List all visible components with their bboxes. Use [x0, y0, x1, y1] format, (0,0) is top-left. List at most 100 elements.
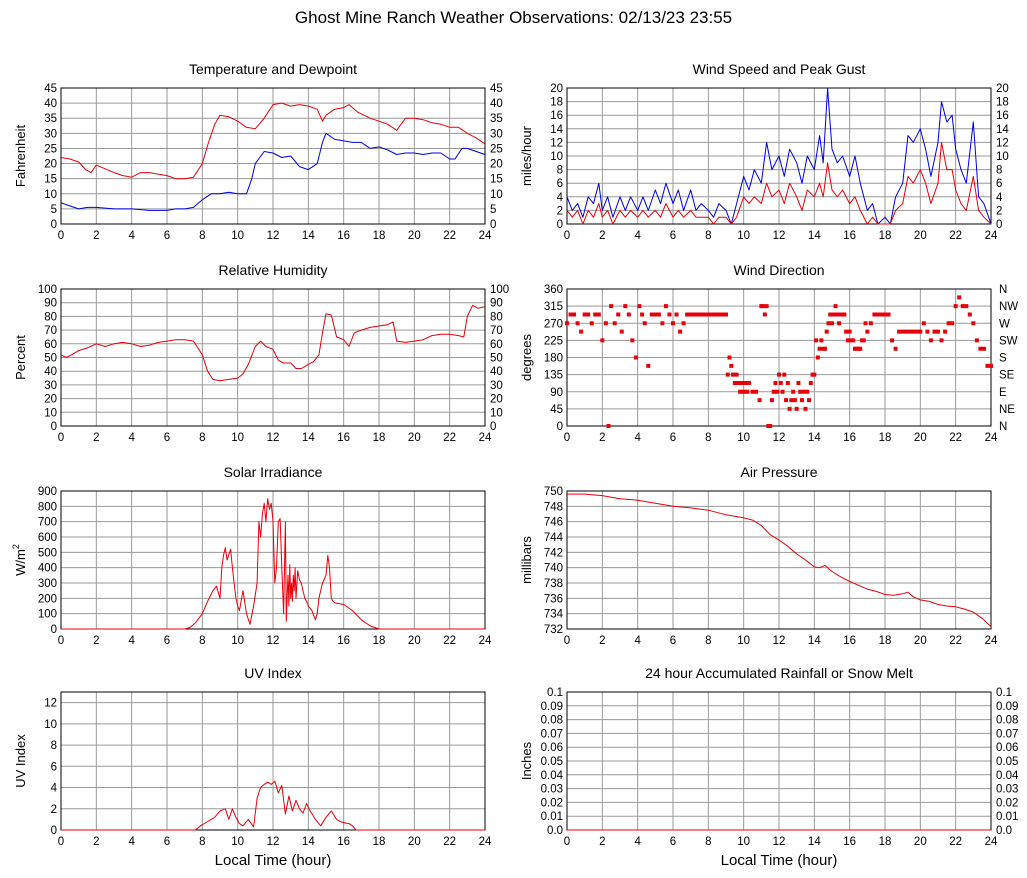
- winddir-xtick-label: 6: [670, 432, 676, 444]
- temperature-ytick-label-right: 20: [490, 159, 503, 171]
- solar-ytick-label: 700: [38, 517, 57, 529]
- winddir-point: [936, 329, 940, 334]
- humidity-ytick-label: 20: [44, 394, 57, 406]
- solar-xtick-label: 24: [479, 635, 492, 647]
- wind-ytick-label-right: 14: [996, 124, 1009, 136]
- temperature-ytick-label-right: 0: [490, 219, 496, 231]
- winddir-point: [739, 380, 744, 385]
- humidity-xtick-label: 20: [408, 432, 421, 444]
- winddir-xtick-label: 10: [737, 432, 750, 444]
- temperature-ytick-label: 5: [51, 204, 57, 216]
- winddir-point: [724, 312, 728, 317]
- solar-xtick-label: 12: [267, 635, 280, 647]
- winddir-point: [971, 321, 976, 326]
- winddir-point: [612, 321, 617, 326]
- rain-xtick-label: 10: [737, 836, 750, 848]
- rain-ytick-label-right: 0.1: [996, 687, 1012, 699]
- solar-ylabel: W/m2: [11, 544, 28, 576]
- temperature-ytick-label: 30: [44, 128, 57, 140]
- humidity-xtick-label: 6: [164, 432, 170, 444]
- winddir-point: [754, 389, 759, 394]
- rain-ytick-label-right: 0.04: [996, 770, 1019, 782]
- temperature-title: Temperature and Dewpoint: [189, 61, 357, 77]
- wind-xtick-label: 24: [985, 230, 998, 242]
- winddir-direction-label: N: [999, 284, 1007, 296]
- wind-series-line-2: [566, 141, 992, 225]
- rain-xlabel: Local Time (hour): [721, 852, 838, 869]
- wind-ytick-label: 10: [550, 151, 563, 163]
- winddir-point: [989, 363, 993, 368]
- solar-title: Solar Irradiance: [224, 464, 323, 480]
- winddir-xtick-label: 20: [914, 432, 927, 444]
- rain-chart: 24 hour Accumulated Rainfall or Snow Mel…: [519, 665, 1019, 848]
- winddir-point: [660, 321, 665, 326]
- wind-xtick-label: 8: [705, 230, 711, 242]
- uv-xtick-label: 20: [408, 836, 421, 848]
- rain-xtick-label: 20: [914, 836, 927, 848]
- uv-ytick-label: 6: [51, 761, 57, 773]
- pressure-xtick-label: 8: [705, 635, 711, 647]
- winddir-point: [596, 312, 601, 317]
- humidity-xtick-label: 4: [128, 432, 135, 444]
- pressure-ytick-label: 736: [544, 593, 563, 605]
- wind-xtick-label: 20: [914, 230, 927, 242]
- winddir-frame: [566, 288, 992, 427]
- page-title: Ghost Mine Ranch Weather Observations: 0…: [294, 8, 733, 27]
- uv-frame: [60, 691, 486, 831]
- winddir-point: [716, 312, 721, 317]
- winddir-point: [633, 355, 638, 360]
- solar-ytick-label: 600: [38, 532, 57, 544]
- winddir-point: [900, 329, 905, 334]
- winddir-point: [575, 321, 580, 326]
- winddir-point: [626, 312, 631, 317]
- solar-series-line-1: [61, 498, 485, 630]
- temperature-ylabel: Fahrenheit: [13, 125, 28, 188]
- rain-ytick-label: 0.09: [541, 701, 563, 713]
- humidity-ytick-label: 0: [51, 421, 57, 433]
- wind-ytick-label-right: 10: [996, 151, 1009, 163]
- winddir-point: [921, 321, 926, 326]
- winddir-point: [713, 312, 718, 317]
- rain-ylabel: Inches: [519, 741, 534, 780]
- winddir-ytick-label: 90: [550, 387, 563, 399]
- humidity-xtick-label: 12: [267, 432, 280, 444]
- temperature-xtick-label: 24: [479, 230, 492, 242]
- winddir-point: [757, 398, 762, 403]
- wind-ytick-label: 6: [557, 178, 563, 190]
- rain-xtick-label: 6: [670, 836, 676, 848]
- solar-xtick-label: 22: [443, 635, 456, 647]
- solar-xtick-label: 18: [373, 635, 386, 647]
- pressure-ytick-label: 740: [544, 563, 563, 575]
- winddir-point: [801, 389, 806, 394]
- winddir-point: [725, 372, 730, 377]
- winddir-point: [769, 398, 774, 403]
- rain-ytick-label-right: 0.05: [996, 756, 1018, 768]
- rain-ytick-label: 0.08: [541, 715, 563, 727]
- humidity-ytick-label: 30: [44, 380, 57, 392]
- winddir-point: [579, 329, 584, 334]
- pressure-ytick-label: 732: [544, 624, 563, 636]
- winddir-point: [785, 380, 790, 385]
- winddir-point: [875, 312, 880, 317]
- winddir-point: [847, 329, 852, 334]
- winddir-point: [663, 304, 668, 309]
- winddir-point: [826, 321, 831, 326]
- humidity-ytick-label-right: 0: [490, 421, 496, 433]
- temperature-xtick-label: 20: [408, 230, 421, 242]
- winddir-point: [764, 304, 769, 309]
- winddir-point: [907, 329, 912, 334]
- rain-ytick-label: 0.02: [541, 797, 563, 809]
- winddir-point: [914, 329, 919, 334]
- temperature-xtick-label: 6: [164, 230, 170, 242]
- uv-xtick-label: 0: [58, 836, 64, 848]
- winddir-point: [861, 338, 866, 343]
- solar-ytick-label: 300: [38, 578, 57, 590]
- winddir-point: [743, 380, 748, 385]
- temperature-ytick-label-right: 40: [490, 98, 503, 110]
- winddir-point: [586, 312, 591, 317]
- winddir-point: [640, 312, 645, 317]
- winddir-xtick-label: 4: [634, 432, 641, 444]
